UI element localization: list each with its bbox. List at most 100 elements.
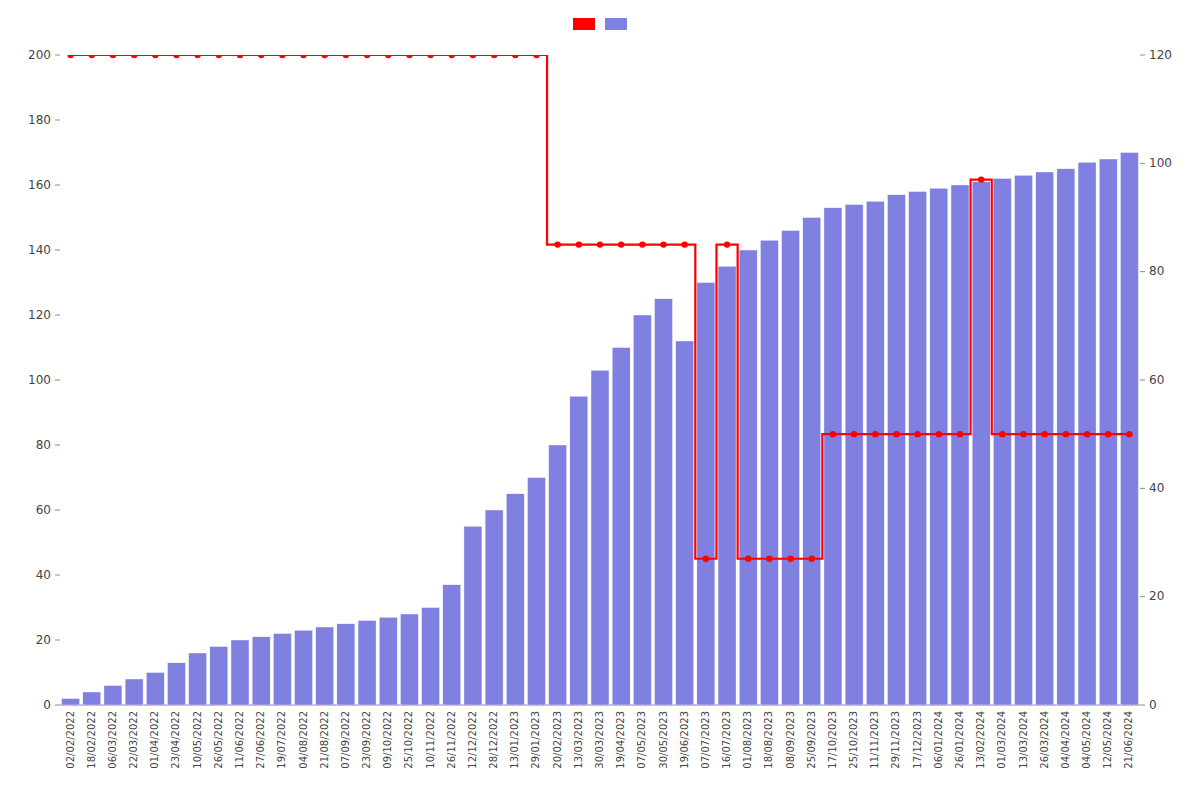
legend <box>573 18 627 30</box>
category-label: 13/01/2023 <box>509 711 520 769</box>
tick-mark <box>55 640 60 641</box>
tick-mark <box>55 55 60 56</box>
category-label: 02/02/2022 <box>65 711 76 769</box>
price-line <box>71 55 1130 559</box>
tick-mark <box>55 185 60 186</box>
tick-mark <box>1140 705 1145 706</box>
category-label: 10/05/2022 <box>192 711 203 769</box>
line-marker <box>936 431 942 437</box>
line-marker <box>491 55 497 58</box>
category-label: 29/01/2023 <box>530 711 541 769</box>
category-label: 19/06/2023 <box>679 711 690 769</box>
category-label: 12/12/2022 <box>467 711 478 769</box>
bar <box>125 679 143 705</box>
line-marker <box>597 241 603 247</box>
category-label: 04/05/2024 <box>1081 711 1092 769</box>
bar <box>358 621 376 706</box>
bar <box>83 692 101 705</box>
bar <box>210 647 228 706</box>
line-marker <box>724 241 730 247</box>
category-label: 17/12/2023 <box>912 711 923 769</box>
line-marker <box>639 241 645 247</box>
tick-label: 20 <box>36 633 51 647</box>
bar <box>485 510 503 705</box>
bar <box>146 673 164 706</box>
category-label: 25/10/2022 <box>403 711 414 769</box>
tick-mark <box>1140 380 1145 381</box>
tick-mark <box>55 380 60 381</box>
category-label: 06/03/2022 <box>107 711 118 769</box>
tick-label: 100 <box>28 373 51 387</box>
category-label: 07/05/2023 <box>636 711 647 769</box>
bar <box>422 608 440 706</box>
line-marker <box>300 55 306 58</box>
line-marker <box>682 241 688 247</box>
category-label: 04/08/2022 <box>298 711 309 769</box>
bar <box>400 614 418 705</box>
tick-label: 200 <box>28 48 51 62</box>
line-marker <box>89 55 95 58</box>
category-label: 07/09/2022 <box>340 711 351 769</box>
category-label: 18/08/2023 <box>763 711 774 769</box>
category-label: 23/09/2022 <box>361 711 372 769</box>
category-label: 26/01/2024 <box>954 711 965 769</box>
category-label: 25/10/2023 <box>848 711 859 769</box>
line-marker <box>872 431 878 437</box>
line-marker <box>322 55 328 58</box>
category-label: 01/03/2024 <box>996 711 1007 769</box>
line-marker <box>216 55 222 58</box>
bar <box>655 299 673 705</box>
bar <box>1057 169 1075 705</box>
category-label: 13/02/2024 <box>975 711 986 769</box>
line-marker <box>1020 431 1026 437</box>
line-marker <box>406 55 412 58</box>
line-marker <box>67 55 73 58</box>
line-series <box>67 55 1132 562</box>
bar <box>1015 175 1033 705</box>
line-marker <box>766 556 772 562</box>
bar <box>570 396 588 705</box>
line-marker <box>618 241 624 247</box>
line-marker <box>449 55 455 58</box>
tick-mark <box>55 120 60 121</box>
category-label: 27/06/2022 <box>255 711 266 769</box>
line-marker <box>385 55 391 58</box>
line-marker <box>830 431 836 437</box>
line-marker <box>1084 431 1090 437</box>
bar <box>633 315 651 705</box>
category-label: 26/11/2022 <box>446 711 457 769</box>
bar <box>104 686 122 706</box>
line-marker <box>152 55 158 58</box>
bar <box>527 478 545 706</box>
bar <box>951 185 969 705</box>
bar <box>189 653 207 705</box>
category-label: 01/08/2023 <box>742 711 753 769</box>
tick-mark <box>1140 271 1145 272</box>
tick-mark <box>1140 163 1145 164</box>
category-label: 17/10/2023 <box>827 711 838 769</box>
category-label: 10/11/2022 <box>425 711 436 769</box>
bar <box>972 182 990 705</box>
tick-mark <box>55 250 60 251</box>
category-label: 25/09/2023 <box>806 711 817 769</box>
tick-label: 0 <box>1149 698 1157 712</box>
bar <box>591 370 609 705</box>
bar <box>337 624 355 705</box>
category-label: 28/12/2022 <box>488 711 499 769</box>
bar <box>909 192 927 706</box>
line-marker <box>554 241 560 247</box>
category-label: 01/04/2022 <box>149 711 160 769</box>
category-label: 16/07/2023 <box>721 711 732 769</box>
tick-mark <box>55 510 60 511</box>
category-label: 06/01/2024 <box>933 711 944 769</box>
line-marker <box>1063 431 1069 437</box>
category-label: 23/04/2022 <box>170 711 181 769</box>
line-marker <box>703 556 709 562</box>
line-marker <box>258 55 264 58</box>
category-label: 09/10/2022 <box>382 711 393 769</box>
category-label: 26/05/2022 <box>213 711 224 769</box>
category-label: 21/08/2022 <box>319 711 330 769</box>
category-label: 11/06/2022 <box>234 711 245 769</box>
tick-mark <box>1140 488 1145 489</box>
category-label: 12/05/2024 <box>1102 711 1113 769</box>
